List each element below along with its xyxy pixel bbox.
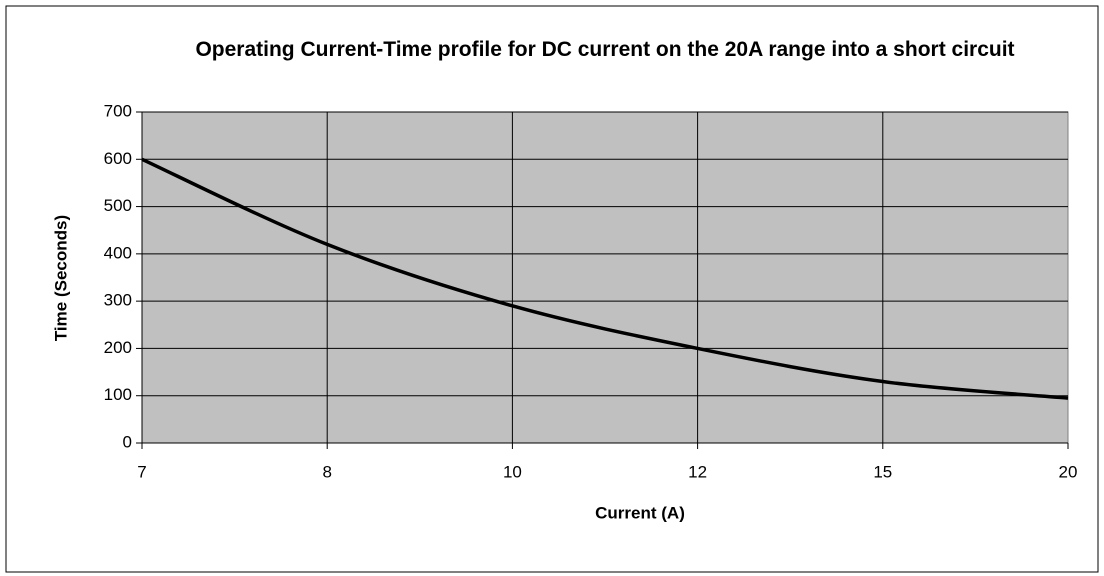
y-tick-label: 200 bbox=[104, 338, 132, 357]
data-line bbox=[141, 157, 1069, 400]
x-tick-label: 12 bbox=[688, 462, 707, 481]
x-tick-label: 10 bbox=[503, 462, 522, 481]
y-tick-label: 0 bbox=[123, 432, 132, 451]
x-axis-title: Current (A) bbox=[595, 503, 685, 522]
x-tick-label: 20 bbox=[1059, 462, 1078, 481]
x-tick-label: 15 bbox=[873, 462, 892, 481]
y-tick-label: 400 bbox=[104, 243, 132, 262]
x-tick-label: 7 bbox=[137, 462, 146, 481]
chart-title: Operating Current-Time profile for DC cu… bbox=[195, 38, 1015, 61]
y-tick-label: 700 bbox=[104, 101, 132, 120]
y-tick-label: 500 bbox=[104, 196, 132, 215]
y-tick-label: 100 bbox=[104, 385, 132, 404]
y-tick-label: 300 bbox=[104, 291, 132, 310]
x-tick-label: 8 bbox=[322, 462, 331, 481]
y-axis-title: Time (Seconds) bbox=[51, 215, 70, 341]
y-tick-label: 600 bbox=[104, 149, 132, 168]
plot-area bbox=[141, 111, 1069, 444]
